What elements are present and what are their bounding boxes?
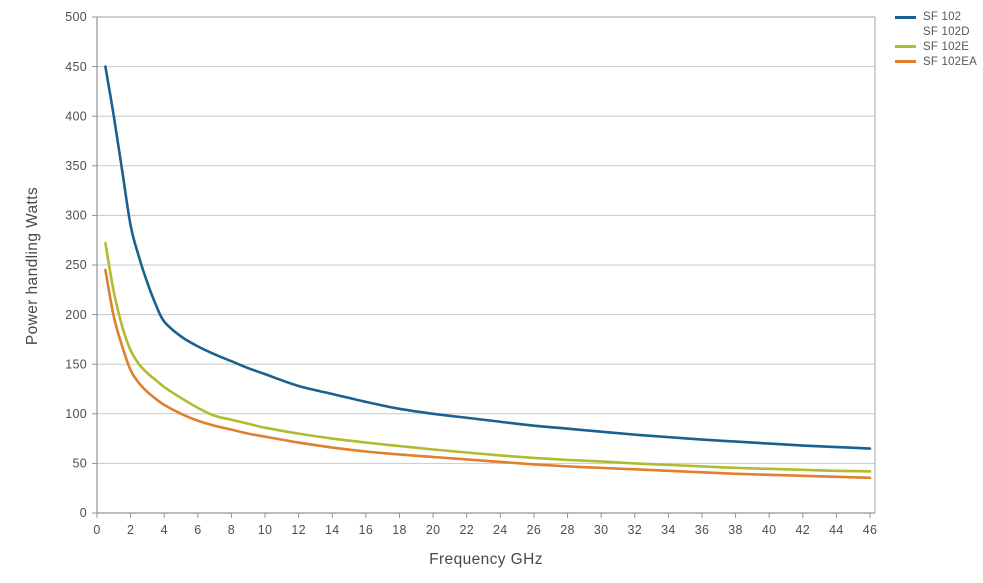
x-tick-label: 46 [863, 523, 878, 537]
x-tick-label: 20 [426, 523, 441, 537]
y-tick-label: 450 [65, 60, 87, 74]
x-tick-label: 2 [127, 523, 134, 537]
y-tick-label: 350 [65, 159, 87, 173]
x-tick-label: 14 [325, 523, 340, 537]
x-tick-label: 10 [258, 523, 273, 537]
legend-item: SF 102EA [895, 54, 977, 69]
x-tick-label: 18 [392, 523, 407, 537]
legend-item: SF 102D [895, 25, 977, 40]
x-tick-label: 0 [93, 523, 100, 537]
y-tick-label: 100 [65, 407, 87, 421]
x-tick-label: 38 [728, 523, 743, 537]
y-tick-label: 50 [72, 457, 87, 471]
x-tick-label: 8 [228, 523, 235, 537]
x-tick-label: 28 [560, 523, 575, 537]
series-line-sf-102 [104, 65, 872, 450]
x-tick-label: 30 [594, 523, 609, 537]
x-tick-label: 44 [829, 523, 844, 537]
x-tick-label: 40 [762, 523, 777, 537]
x-tick-label: 24 [493, 523, 508, 537]
y-tick-label: 400 [65, 109, 87, 123]
legend-label: SF 102 [923, 11, 962, 24]
x-tick-label: 12 [291, 523, 306, 537]
x-tick-label: 42 [796, 523, 811, 537]
x-tick-label: 4 [161, 523, 168, 537]
y-tick-label: 500 [65, 10, 87, 24]
series-line-sf-102ea [104, 268, 872, 480]
x-tick-label: 6 [194, 523, 201, 537]
x-tick-label: 16 [359, 523, 374, 537]
legend-swatch [895, 60, 916, 64]
legend-label: SF 102D [923, 26, 970, 39]
legend: SF 102 SF 102D SF 102E SF 102EA [895, 10, 977, 69]
legend-swatch [895, 15, 916, 19]
legend-swatch [895, 45, 916, 49]
x-tick-label: 32 [627, 523, 642, 537]
x-tick-label: 36 [695, 523, 710, 537]
y-tick-label: 250 [65, 258, 87, 272]
y-axis-title: Power handling Watts [24, 186, 41, 346]
series-line-sf-102e [104, 241, 872, 473]
x-tick-label: 22 [459, 523, 474, 537]
legend-item: SF 102E [895, 40, 977, 55]
x-tick-label: 26 [527, 523, 542, 537]
legend-label: SF 102E [923, 40, 970, 53]
x-tick-label: 34 [661, 523, 676, 537]
legend-item: SF 102 [895, 10, 977, 25]
y-tick-label: 150 [65, 357, 87, 371]
legend-label: SF 102EA [923, 55, 978, 68]
y-tick-label: 200 [65, 308, 87, 322]
x-axis-title: Frequency GHz [429, 551, 543, 568]
y-tick-label: 300 [65, 209, 87, 223]
y-tick-label: 0 [80, 506, 87, 520]
